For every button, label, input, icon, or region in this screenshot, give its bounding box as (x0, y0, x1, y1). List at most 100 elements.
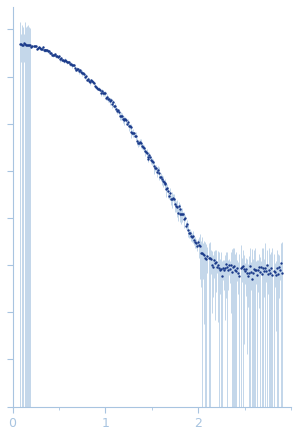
Point (243, 265, 248, 272)
Point (133, 132, 138, 139)
Point (25, 41, 30, 48)
Point (105, 96, 110, 103)
Point (77, 67, 82, 74)
Point (110, 101, 114, 108)
Point (114, 105, 118, 112)
Point (225, 263, 229, 270)
Point (94, 83, 98, 90)
Point (277, 267, 282, 274)
Point (177, 206, 182, 213)
Point (238, 264, 243, 271)
Point (41, 47, 46, 54)
Point (65, 59, 69, 66)
Point (124, 120, 129, 127)
Point (43, 47, 47, 54)
Point (145, 153, 150, 160)
Point (76, 66, 80, 73)
Point (160, 177, 165, 184)
Point (261, 265, 266, 272)
Point (215, 261, 220, 268)
Point (265, 262, 270, 269)
Point (34, 45, 39, 52)
Point (63, 57, 67, 64)
Point (44, 47, 48, 54)
Point (104, 94, 108, 101)
Point (48, 49, 52, 56)
Point (178, 211, 183, 218)
Point (83, 73, 88, 80)
Point (108, 97, 113, 104)
Point (126, 123, 131, 130)
Point (36, 43, 41, 50)
Point (35, 44, 40, 51)
Point (122, 116, 126, 123)
Point (89, 76, 93, 83)
Point (32, 42, 37, 49)
Point (202, 252, 207, 259)
Point (77, 68, 81, 75)
Point (143, 149, 148, 156)
Point (262, 267, 267, 274)
Point (139, 142, 144, 149)
Point (83, 73, 87, 80)
Point (144, 149, 149, 156)
Point (163, 181, 168, 188)
Point (74, 66, 79, 73)
Point (37, 45, 42, 52)
Point (169, 196, 173, 203)
Point (249, 268, 253, 275)
Point (128, 124, 133, 131)
Point (49, 50, 53, 57)
Point (102, 90, 106, 97)
Point (21, 41, 25, 48)
Point (241, 266, 246, 273)
Point (79, 69, 83, 76)
Point (230, 268, 235, 275)
Point (267, 267, 272, 274)
Point (179, 210, 184, 217)
Point (203, 254, 208, 261)
Point (136, 140, 140, 147)
Point (97, 85, 101, 92)
Point (150, 158, 155, 165)
Point (180, 211, 185, 218)
Point (111, 99, 115, 106)
Point (66, 58, 71, 65)
Point (242, 267, 247, 274)
Point (271, 267, 276, 274)
Point (30, 42, 35, 49)
Point (187, 229, 191, 236)
Point (226, 267, 231, 274)
Point (80, 69, 84, 76)
Point (173, 200, 177, 207)
Point (151, 158, 156, 165)
Point (39, 45, 44, 52)
Point (24, 41, 29, 48)
Point (147, 151, 152, 158)
Point (199, 250, 204, 257)
Point (156, 169, 161, 176)
Point (237, 272, 242, 279)
Point (100, 89, 105, 96)
Point (205, 253, 210, 260)
Point (269, 265, 274, 272)
Point (280, 270, 284, 277)
Point (108, 97, 112, 104)
Point (137, 139, 142, 146)
Point (208, 255, 213, 262)
Point (70, 62, 74, 69)
Point (176, 203, 181, 210)
Point (184, 221, 189, 228)
Point (249, 276, 254, 283)
Point (195, 243, 200, 250)
Point (18, 41, 22, 48)
Point (229, 262, 234, 269)
Point (259, 263, 263, 270)
Point (164, 185, 169, 192)
Point (174, 204, 179, 211)
Point (28, 42, 33, 49)
Point (58, 56, 62, 63)
Point (276, 264, 281, 271)
Point (191, 232, 195, 239)
Point (94, 85, 99, 92)
